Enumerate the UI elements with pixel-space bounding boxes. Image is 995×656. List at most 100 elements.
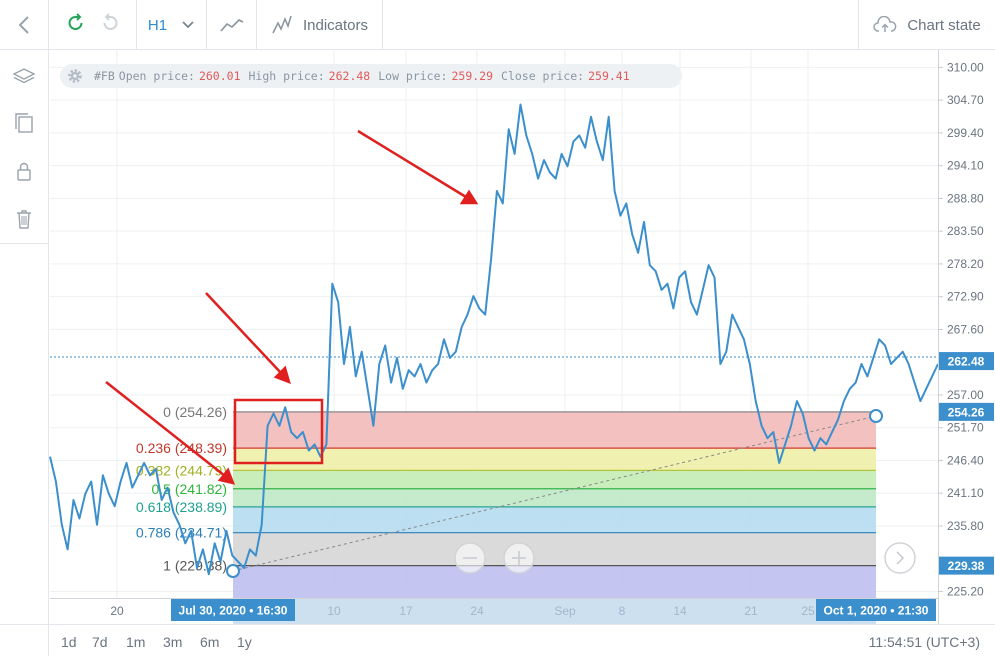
- indicators-label: Indicators: [302, 16, 369, 34]
- undo-button[interactable]: [66, 12, 86, 38]
- timeframe-value: H1: [147, 16, 168, 34]
- price-badge: [939, 402, 994, 421]
- clock: 11:54:51 (UTC+3): [868, 634, 980, 650]
- open-label: Open price:: [118, 69, 195, 83]
- gear-icon[interactable]: [66, 67, 84, 85]
- fib-level-label: 0.786 (234.71): [136, 525, 227, 541]
- chart-state-button[interactable]: Chart state: [858, 0, 995, 50]
- copy-icon: [15, 113, 33, 133]
- cloud-upload-icon: [873, 16, 897, 32]
- price-line: [49, 103, 939, 576]
- plus-icon: [512, 551, 526, 565]
- period-1d[interactable]: 1d: [61, 634, 77, 650]
- time-tick-label: 24: [470, 604, 484, 618]
- price-badge-label: 254.26: [948, 405, 985, 419]
- price-tick-label: 251.70: [947, 421, 984, 435]
- symbol-label: #FB: [94, 69, 115, 83]
- redo-button[interactable]: [100, 12, 120, 38]
- fib-level-label: 0.382 (244.79): [136, 462, 227, 478]
- chart-state-label: Chart state: [907, 16, 981, 34]
- fib-zone: [233, 488, 876, 507]
- price-tick-label: 267.60: [947, 322, 984, 336]
- zoom-out-button[interactable]: [454, 542, 486, 574]
- copy-button[interactable]: [12, 111, 36, 135]
- price-tick-label: 235.80: [947, 519, 984, 533]
- top-toolbar: H1 Indicators Chart state: [0, 0, 995, 50]
- time-badge-start-label: Jul 30, 2020 • 16:30: [179, 604, 288, 618]
- fib-level-label: 0.236 (248.39): [136, 440, 227, 456]
- price-badge: [939, 352, 994, 371]
- price-tick-label: 241.10: [947, 486, 984, 500]
- price-badge: [939, 556, 994, 575]
- open-value: 260.01: [198, 69, 241, 83]
- fib-anchor-low[interactable]: [226, 564, 240, 578]
- fib-level-label: 0.5 (241.82): [152, 481, 228, 497]
- price-tick-label: 310.00: [947, 60, 984, 74]
- trash-icon: [17, 210, 31, 229]
- undo-redo-group: [49, 0, 137, 50]
- redo-icon: [103, 12, 117, 30]
- time-tick-label: 14: [673, 604, 687, 618]
- fib-zone: [233, 506, 876, 533]
- lock-button[interactable]: [12, 159, 36, 183]
- layers-icon: [12, 68, 36, 84]
- fib-zone: [233, 470, 876, 489]
- bottom-bar: 1d 7d 1m 3m 6m 1y 11:54:51 (UTC+3): [0, 624, 995, 656]
- layers-button[interactable]: [12, 64, 36, 88]
- period-1m[interactable]: 1m: [126, 634, 146, 650]
- indicators-icon: [272, 15, 292, 34]
- price-tick-label: 246.40: [947, 453, 984, 467]
- fib-zone: [233, 411, 876, 449]
- chevron-down-icon: [182, 21, 194, 29]
- time-selection-range: [233, 599, 876, 624]
- period-1y[interactable]: 1y: [237, 634, 252, 650]
- price-tick-label: 288.80: [947, 191, 984, 205]
- time-tick-label: 17: [399, 604, 413, 618]
- time-tick-label: 25: [801, 604, 815, 618]
- price-tick-label: 304.70: [947, 93, 984, 107]
- left-sidebar: [0, 50, 49, 656]
- period-7d[interactable]: 7d: [92, 634, 108, 650]
- time-badge-end-label: Oct 1, 2020 • 21:30: [824, 604, 929, 618]
- time-badge-start: [171, 599, 295, 621]
- undo-icon: [68, 12, 82, 30]
- scroll-right-button[interactable]: [884, 542, 916, 574]
- close-label: Close price:: [501, 69, 585, 83]
- timeframe-select[interactable]: H1: [137, 0, 207, 50]
- price-tick-label: 294.10: [947, 159, 984, 173]
- time-tick-label: 8: [619, 604, 626, 618]
- chevron-right-icon: [896, 551, 905, 565]
- back-button[interactable]: [0, 0, 49, 50]
- lock-icon: [17, 162, 31, 181]
- fib-zone: [233, 565, 876, 598]
- fib-anchor-high[interactable]: [869, 409, 883, 423]
- line-chart-icon: [219, 19, 243, 32]
- fib-level-label: 0.618 (238.89): [136, 499, 227, 515]
- low-label: Low price:: [378, 69, 448, 83]
- period-3m[interactable]: 3m: [163, 634, 183, 650]
- zoom-in-button[interactable]: [503, 542, 535, 574]
- time-tick-label: Sep: [554, 604, 576, 618]
- chevron-left-icon: [18, 16, 29, 34]
- price-tick-label: 299.40: [947, 126, 984, 140]
- price-badge-label: 262.48: [948, 355, 985, 369]
- time-tick-label: 20: [110, 604, 124, 618]
- ohlc-info-bar: #FB Open price: 260.01 High price: 262.4…: [60, 64, 682, 88]
- low-value: 259.29: [451, 69, 494, 83]
- fib-level-label: 1 (229.38): [163, 558, 227, 574]
- sidebar-divider: [0, 243, 48, 244]
- close-value: 259.41: [588, 69, 630, 83]
- time-badge-end: [816, 599, 936, 621]
- chart-type-button[interactable]: [207, 0, 257, 50]
- zoom-controls: [454, 542, 916, 574]
- delete-button[interactable]: [12, 207, 36, 231]
- high-value: 262.48: [328, 69, 371, 83]
- period-6m[interactable]: 6m: [200, 634, 220, 650]
- price-tick-label: 283.50: [947, 224, 984, 238]
- price-tick-label: 257.00: [947, 388, 984, 402]
- fib-level-label: 0 (254.26): [163, 404, 227, 420]
- indicators-button[interactable]: Indicators: [257, 0, 383, 50]
- high-label: High price:: [248, 69, 325, 83]
- price-tick-label: 278.20: [947, 257, 984, 271]
